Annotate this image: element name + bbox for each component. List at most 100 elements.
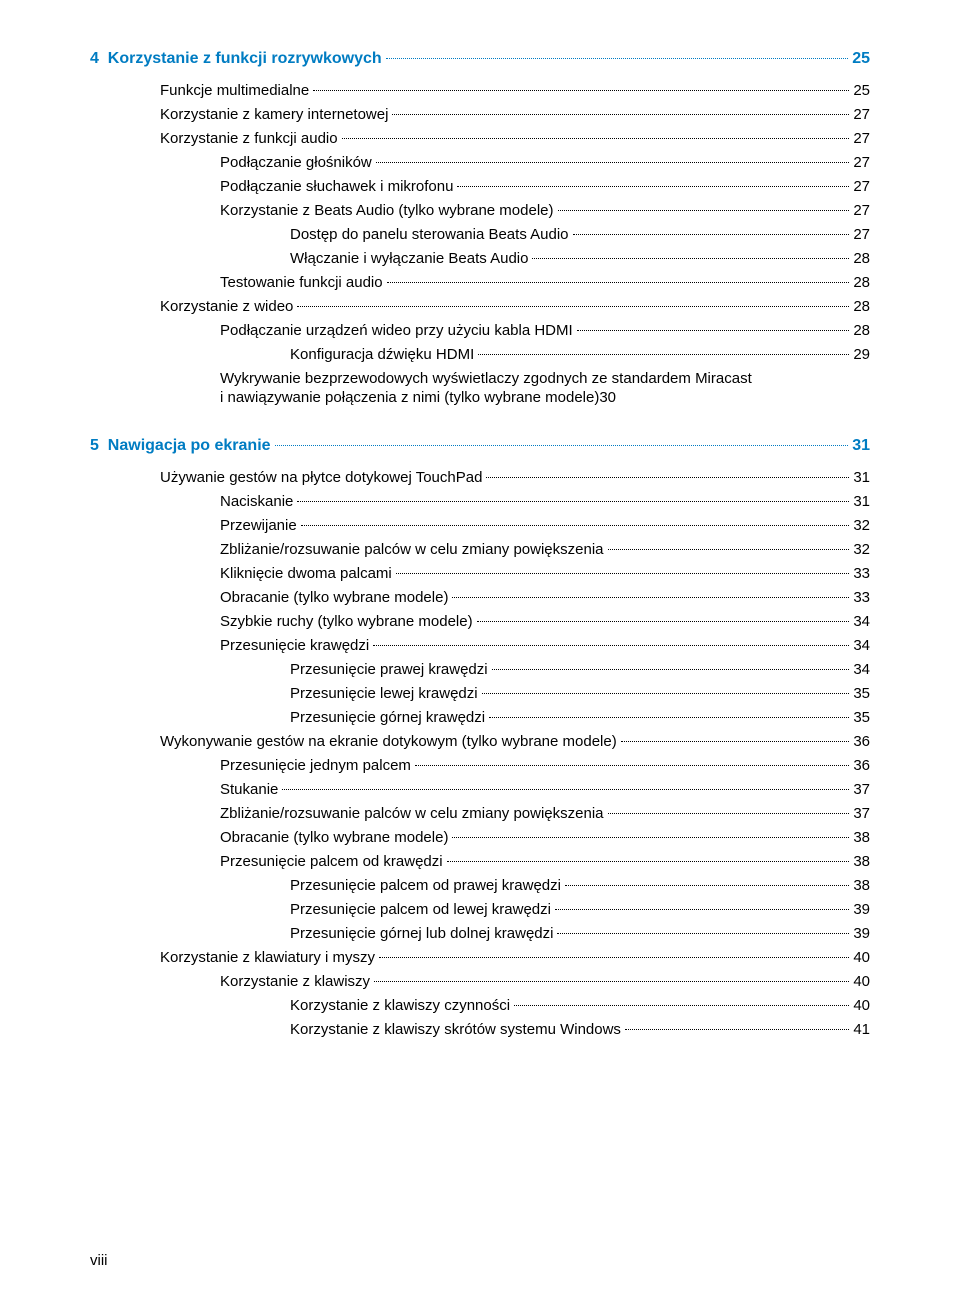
leader-dots [373, 645, 849, 646]
toc-entry-text: Zbliżanie/rozsuwanie palców w celu zmian… [220, 805, 604, 822]
toc-entry: Przesunięcie jednym palcem 36 [220, 757, 870, 774]
toc-entry-page: 27 [853, 202, 870, 219]
toc-entry-text: Przesunięcie palcem od prawej krawędzi [290, 877, 561, 894]
leader-dots [376, 162, 850, 163]
leader-dots [457, 186, 849, 187]
leader-dots [608, 813, 850, 814]
toc-entry-text: Podłączanie urządzeń wideo przy użyciu k… [220, 322, 573, 339]
leader-dots [379, 957, 849, 958]
toc-entry: Wykonywanie gestów na ekranie dotykowym … [160, 733, 870, 750]
toc-entry-page: 29 [853, 346, 870, 363]
leader-dots [282, 789, 849, 790]
toc-entry-page: 28 [853, 250, 870, 267]
toc-entry-text: Wykonywanie gestów na ekranie dotykowym … [160, 733, 617, 750]
toc-entry-text: Przesunięcie prawej krawędzi [290, 661, 488, 678]
toc-entry-text: Dostęp do panelu sterowania Beats Audio [290, 226, 569, 243]
toc-entry-text: Korzystanie z klawiszy [220, 973, 370, 990]
toc-entry-text: Obracanie (tylko wybrane modele) [220, 829, 448, 846]
leader-dots [452, 837, 849, 838]
leader-dots [392, 114, 849, 115]
chapter-4-title: 4 Korzystanie z funkcji rozrywkowych 25 [90, 50, 870, 68]
toc-entry-page: 38 [853, 877, 870, 894]
toc-entry-text: Włączanie i wyłączanie Beats Audio [290, 250, 528, 267]
toc-entry-page: 36 [853, 733, 870, 750]
toc-entry-text: Zbliżanie/rozsuwanie palców w celu zmian… [220, 541, 604, 558]
toc-entry-text: i nawiązywanie połączenia z nimi (tylko … [220, 389, 599, 406]
leader-dots [396, 573, 850, 574]
toc-entry: Przesunięcie prawej krawędzi 34 [290, 661, 870, 678]
chapter-5-title: 5 Nawigacja po ekranie 31 [90, 437, 870, 455]
toc-entry-text: Funkcje multimedialne [160, 82, 309, 99]
toc-entry: Przesunięcie górnej lub dolnej krawędzi … [290, 925, 870, 942]
toc-entry-text: Przesunięcie palcem od lewej krawędzi [290, 901, 551, 918]
toc-entry: Korzystanie z klawiszy skrótów systemu W… [290, 1021, 870, 1038]
page-footer: viii [90, 1252, 108, 1269]
toc-entry-text: Kliknięcie dwoma palcami [220, 565, 392, 582]
toc-entry-text: Korzystanie z klawiszy skrótów systemu W… [290, 1021, 621, 1038]
toc-entry: Zbliżanie/rozsuwanie palców w celu zmian… [220, 805, 870, 822]
toc-entry: Przesunięcie lewej krawędzi 35 [290, 685, 870, 702]
leader-dots [621, 741, 850, 742]
leader-dots [297, 501, 849, 502]
chapter-4-entries: Funkcje multimedialne 25 Korzystanie z ka… [90, 82, 870, 406]
toc-entry-text: Naciskanie [220, 493, 293, 510]
chapter-4-title-text: 4 Korzystanie z funkcji rozrywkowych [90, 50, 382, 68]
toc-entry: Przewijanie 32 [220, 517, 870, 534]
leader-dots [301, 525, 850, 526]
toc-entry-page: 41 [853, 1021, 870, 1038]
toc-entry-text: Szybkie ruchy (tylko wybrane modele) [220, 613, 473, 630]
toc-entry-page: 31 [853, 493, 870, 510]
toc-entry-text: Przesunięcie palcem od krawędzi [220, 853, 443, 870]
toc-entry-text: Korzystanie z klawiszy czynności [290, 997, 510, 1014]
leader-dots [447, 861, 850, 862]
toc-entry-text: Wykrywanie bezprzewodowych wyświetlaczy … [220, 370, 870, 387]
toc-entry-text: Przesunięcie górnej lub dolnej krawędzi [290, 925, 553, 942]
toc-entry-text: Przesunięcie krawędzi [220, 637, 369, 654]
toc-entry-text: Konfiguracja dźwięku HDMI [290, 346, 474, 363]
leader-dots [558, 210, 850, 211]
toc-entry-text: Podłączanie głośników [220, 154, 372, 171]
leader-dots [573, 234, 850, 235]
toc-entry-text: Używanie gestów na płytce dotykowej Touc… [160, 469, 482, 486]
toc-entry: Dostęp do panelu sterowania Beats Audio … [290, 226, 870, 243]
toc-entry: Naciskanie 31 [220, 493, 870, 510]
leader-dots [557, 933, 849, 934]
toc-entry-text: Stukanie [220, 781, 278, 798]
toc-entry-page: 38 [853, 853, 870, 870]
leader-dots [482, 693, 850, 694]
leader-dots [489, 717, 849, 718]
toc-entry-text: Korzystanie z kamery internetowej [160, 106, 388, 123]
toc-entry: Obracanie (tylko wybrane modele) 38 [220, 829, 870, 846]
leader-dots [297, 306, 849, 307]
toc-entry-text: Obracanie (tylko wybrane modele) [220, 589, 448, 606]
toc-entry-text: Podłączanie słuchawek i mikrofonu [220, 178, 453, 195]
toc-entry-page: 31 [853, 469, 870, 486]
leader-dots [514, 1005, 849, 1006]
toc-entry-page: 25 [853, 82, 870, 99]
toc-entry-text: Przesunięcie górnej krawędzi [290, 709, 485, 726]
chapter-5-page: 31 [852, 437, 870, 455]
toc-entry-page: 33 [853, 589, 870, 606]
toc-entry-page: 39 [853, 901, 870, 918]
toc-entry: Korzystanie z funkcji audio 27 [160, 130, 870, 147]
toc-entry-page: 34 [853, 661, 870, 678]
toc-entry: Przesunięcie palcem od krawędzi 38 [220, 853, 870, 870]
toc-entry-text: Korzystanie z klawiatury i myszy [160, 949, 375, 966]
toc-entry-page: 36 [853, 757, 870, 774]
leader-dots [477, 621, 850, 622]
leader-dots [577, 330, 850, 331]
toc-entry-text: Przesunięcie lewej krawędzi [290, 685, 478, 702]
chapter-5-title-text: 5 Nawigacja po ekranie [90, 437, 271, 455]
leader-dots [374, 981, 849, 982]
chapter-5-entries: Używanie gestów na płytce dotykowej Touc… [90, 469, 870, 1038]
leader-dots [387, 282, 850, 283]
leader-dots [625, 1029, 849, 1030]
toc-entry-page: 40 [853, 949, 870, 966]
toc-entry: Używanie gestów na płytce dotykowej Touc… [160, 469, 870, 486]
chapter-4-page: 25 [852, 50, 870, 68]
toc-entry-page: 40 [853, 973, 870, 990]
toc-entry-page: 33 [853, 565, 870, 582]
toc-entry: Przesunięcie palcem od lewej krawędzi 39 [290, 901, 870, 918]
toc-entry: Korzystanie z Beats Audio (tylko wybrane… [220, 202, 870, 219]
toc-entry-page: 27 [853, 154, 870, 171]
